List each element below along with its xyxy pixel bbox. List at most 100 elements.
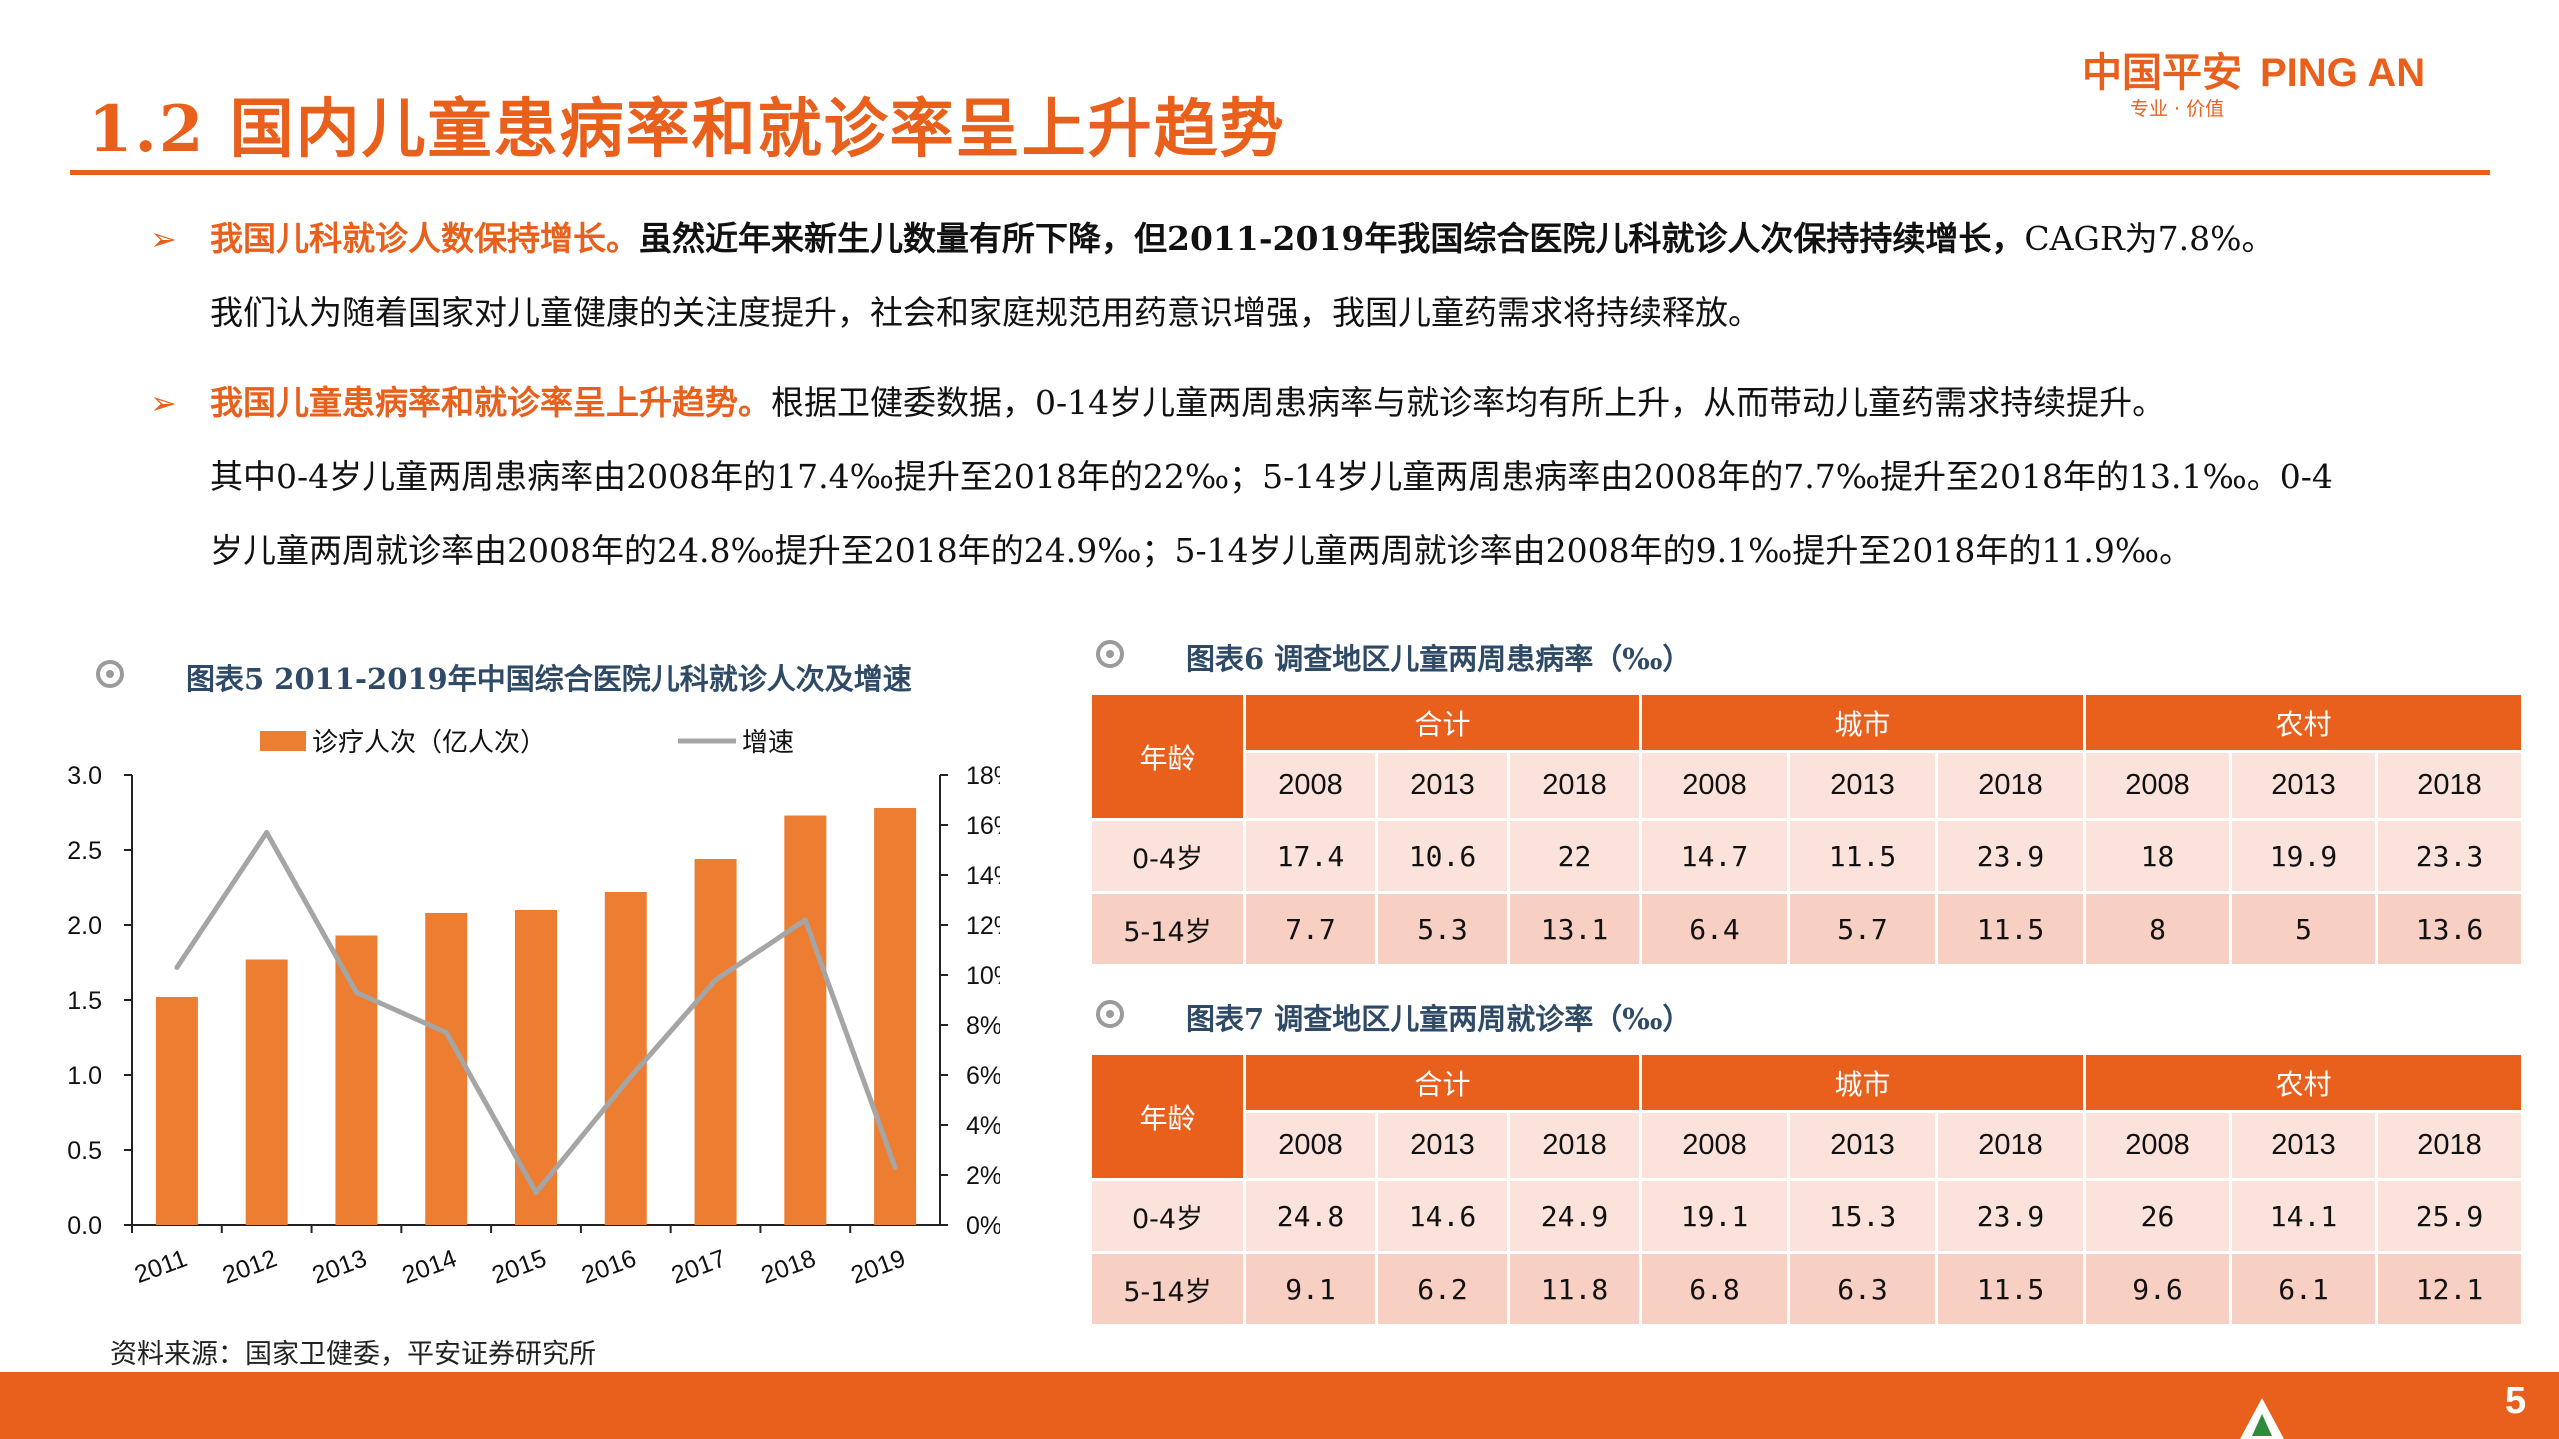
bullet-2-line-1: 我国儿童患病率和就诊率呈上升趋势。根据卫健委数据，0-14岁儿童两周患病率与就诊… [210, 366, 2440, 440]
value-cell: 13.6 [2375, 891, 2524, 967]
value-cell: 17.4 [1243, 818, 1378, 894]
bullet-2-line-3: 岁儿童两周就诊率由2008年的24.8‰提升至2018年的24.9‰；5-14岁… [210, 531, 2193, 570]
value-cell: 14.6 [1375, 1178, 1510, 1254]
value-cell: 5 [2229, 891, 2378, 967]
year-header-cell: 2013 [2229, 750, 2378, 821]
year-header-cell: 2018 [2375, 1110, 2524, 1181]
value-cell: 15.3 [1787, 1178, 1938, 1254]
caption-target-icon [1096, 1000, 1124, 1028]
growth-point [264, 830, 270, 835]
value-cell: 11.5 [1935, 891, 2086, 967]
growth-point [533, 1190, 539, 1195]
year-header-cell: 2013 [1375, 750, 1510, 821]
group-header-cell: 农村 [2083, 692, 2524, 753]
bullet-arrow-icon: ➢ [150, 384, 177, 422]
bullet-1-bold: 虽然近年来新生儿数量有所下降，但2011-2019年我国综合医院儿科就诊人次保持… [639, 219, 2025, 258]
value-cell: 24.8 [1243, 1178, 1378, 1254]
year-header-cell: 2008 [2083, 1110, 2232, 1181]
left-tick-label: 2.0 [67, 912, 102, 940]
left-tick-label: 1.5 [67, 987, 102, 1015]
x-tick-label: 2018 [758, 1244, 820, 1289]
bar-mark [425, 913, 468, 1225]
x-tick-label: 2019 [847, 1244, 909, 1289]
right-tick-label: 4% [966, 1112, 1000, 1140]
value-cell: 14.7 [1639, 818, 1790, 894]
figure5-caption: 图表5 2011-2019年中国综合医院儿科就诊人次及增速 [186, 662, 912, 696]
logo-cn-text: 中国平安 [2082, 50, 2242, 96]
figure7-table: 年龄 合计 城市 农村 2008 2013 2018 2008 2013 2018 2008 2013… [1089, 1052, 2524, 1327]
bullet-1-highlight: 我国儿科就诊人数保持增长。 [210, 219, 639, 258]
value-cell: 11.8 [1507, 1251, 1642, 1327]
table-row: 0-4岁 24.8 14.6 24.9 19.1 15.3 23.9 26 14.1 25.9 [1089, 1178, 2524, 1254]
left-tick-label: 1.0 [67, 1062, 102, 1090]
left-tick-label: 0.0 [67, 1212, 102, 1240]
right-tick-label: 2% [966, 1162, 1000, 1190]
table-row: 0-4岁 17.4 10.6 22 14.7 11.5 23.9 18 19.9 23.3 [1089, 818, 2524, 894]
value-cell: 5.7 [1787, 891, 1938, 967]
bullet-arrow-icon: ➢ [150, 220, 177, 258]
pingan-logo: 中国平安 PING AN [2082, 40, 2425, 98]
group-header-cell: 农村 [2083, 1052, 2524, 1113]
age-cell: 0-4岁 [1089, 818, 1246, 894]
value-cell: 7.7 [1243, 891, 1378, 967]
bullet-2-line-2: 其中0-4岁儿童两周患病率由2008年的17.4‰提升至2018年的22‰；5-… [210, 457, 2333, 496]
value-cell: 11.5 [1787, 818, 1938, 894]
logo-tagline: 专业 · 价值 [2130, 98, 2225, 120]
value-cell: 12.1 [2375, 1251, 2524, 1327]
page-number: 5 [2505, 1380, 2527, 1422]
caption-target-icon [96, 660, 124, 688]
x-tick-label: 2016 [578, 1244, 640, 1289]
figure7-caption: 图表7 调查地区儿童两周就诊率（‰） [1186, 1002, 1692, 1036]
caption-target-icon [1096, 640, 1124, 668]
x-tick-label: 2015 [488, 1244, 550, 1289]
year-header-cell: 2018 [1507, 1110, 1642, 1181]
footer-bar [0, 1372, 2559, 1439]
year-header-cell: 2018 [2375, 750, 2524, 821]
year-header-cell: 2013 [1375, 1110, 1510, 1181]
growth-point [623, 1080, 629, 1085]
value-cell: 5.3 [1375, 891, 1510, 967]
age-cell: 5-14岁 [1089, 891, 1246, 967]
bullet-2-plain: 根据卫健委数据，0-14岁儿童两周患病率与就诊率均有所上升，从而带动儿童药需求持… [771, 383, 2166, 422]
value-cell: 13.1 [1507, 891, 1642, 967]
group-header-cell: 合计 [1243, 1052, 1642, 1113]
value-cell: 19.9 [2229, 818, 2378, 894]
value-cell: 23.9 [1935, 1178, 2086, 1254]
figure6-table: 年龄 合计 城市 农村 2008 2013 2018 2008 2013 2018 2008 2013… [1089, 692, 2524, 967]
bar-mark [604, 892, 647, 1225]
bar-mark [694, 859, 737, 1225]
age-header-cell: 年龄 [1089, 692, 1246, 821]
value-cell: 23.9 [1935, 818, 2086, 894]
year-header-cell: 2008 [2083, 750, 2232, 821]
growth-point [174, 965, 180, 970]
year-header-cell: 2018 [1935, 1110, 2086, 1181]
group-header-cell: 城市 [1639, 1052, 2086, 1113]
figure5-chart: 诊疗人次（亿人次） 增速 0.0 0.5 1.0 1.5 2.0 2.5 3.0 0% 2% 4%… [67, 728, 1000, 1290]
bullet-paragraph-1: ➢ 我国儿科就诊人数保持增长。虽然近年来新生儿数量有所下降，但2011-2019… [150, 202, 2440, 350]
right-tick-label: 14% [966, 862, 1000, 890]
legend-label-bar: 诊疗人次（亿人次） [312, 728, 546, 758]
x-tick-label: 2012 [219, 1244, 281, 1289]
legend-label-line: 增速 [742, 728, 794, 758]
bar-mark [874, 808, 917, 1225]
value-cell: 8 [2083, 891, 2232, 967]
growth-point [802, 917, 808, 923]
bullet-1-plain: CAGR为7.8%。 [2024, 219, 2275, 258]
bullet-1-line-2: 我们认为随着国家对儿童健康的关注度提升，社会和家庭规范用药意识增强，我国儿童药需… [210, 293, 1761, 332]
title-divider [70, 170, 2490, 175]
table-row: 5-14岁 7.7 5.3 13.1 6.4 5.7 11.5 8 5 13.6 [1089, 891, 2524, 967]
right-tick-label: 8% [966, 1012, 1000, 1040]
bullet-2-highlight: 我国儿童患病率和就诊率呈上升趋势。 [210, 383, 771, 422]
legend-swatch-bar [260, 731, 306, 751]
value-cell: 6.2 [1375, 1251, 1510, 1327]
bar-mark [155, 997, 198, 1225]
left-tick-label: 3.0 [67, 762, 102, 790]
group-header-cell: 合计 [1243, 692, 1642, 753]
value-cell: 26 [2083, 1178, 2232, 1254]
growth-point [443, 1030, 449, 1035]
figure6-caption: 图表6 调查地区儿童两周患病率（‰） [1186, 642, 1692, 676]
bullet-1-line-1: 我国儿科就诊人数保持增长。虽然近年来新生儿数量有所下降，但2011-2019年我… [210, 202, 2440, 276]
value-cell: 10.6 [1375, 818, 1510, 894]
growth-point [353, 990, 359, 995]
value-cell: 22 [1507, 818, 1642, 894]
